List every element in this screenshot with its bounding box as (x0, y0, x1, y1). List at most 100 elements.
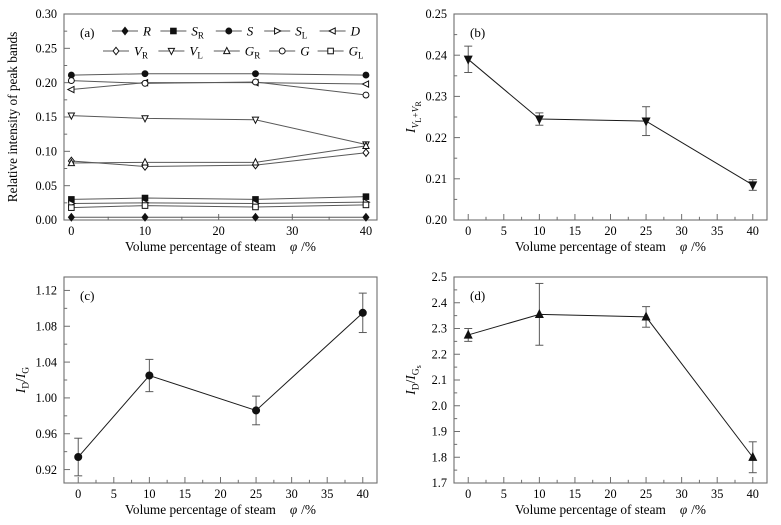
y-tick-label: 1.00 (35, 391, 57, 405)
x-tick-label: 0 (68, 224, 74, 238)
square-marker (141, 202, 149, 209)
y-tick-label: 1.7 (432, 476, 447, 490)
triangle-up-marker (748, 451, 758, 461)
y-tick-label: 1.04 (35, 355, 57, 369)
y-tick-label: 2.2 (432, 347, 447, 361)
triangle-right-marker (274, 27, 282, 35)
triangle-up-marker (641, 311, 651, 321)
panel-letter: (b) (470, 25, 485, 40)
series-G (67, 77, 370, 99)
series-line (468, 313, 754, 458)
diamond-marker (121, 26, 129, 36)
x-tick-label: 20 (214, 487, 226, 501)
x-tick-label: 25 (250, 487, 262, 501)
x-tick-label: 10 (139, 224, 151, 238)
y-tick-label: 0.25 (425, 7, 447, 21)
y-tick-label: 0.25 (35, 42, 57, 56)
panel-d-chart: 0 5 10 15 20 25 30 35 40 1.7 1.8 1.9 2.0 2.1 2.2 2.3 2.4… (403, 270, 768, 517)
axes-frame (453, 276, 768, 484)
panel-b-chart: 0 5 10 15 20 25 30 35 40 0.20 0.21 0.22 0.23 0.24 0.25… (403, 7, 768, 254)
y-tick-label: 0.05 (35, 179, 57, 193)
y-axis-label: ID/IGs (403, 365, 423, 395)
series-line (71, 201, 366, 205)
series-line (71, 204, 366, 209)
series-line (467, 58, 754, 186)
diamond-marker (141, 212, 149, 222)
circle-marker (362, 91, 370, 99)
series-line (77, 312, 364, 458)
x-tick-label: 20 (604, 487, 616, 501)
svg-text:IVL+VR: IVL+VR (403, 101, 423, 134)
circle-marker (362, 71, 370, 79)
panel-letter: (c) (80, 288, 94, 303)
y-tick-label: 0.21 (425, 172, 447, 186)
x-tick-label: 20 (213, 224, 225, 238)
diamond-marker (67, 212, 75, 222)
x-tick-label: 10 (533, 224, 545, 238)
y-tick-label: 0.23 (425, 90, 447, 104)
triangle-left-marker (66, 85, 75, 94)
x-tick-label: 10 (143, 487, 155, 501)
triangle-up-marker (222, 46, 231, 55)
square-marker (68, 204, 75, 211)
legend-item-G: G (269, 43, 310, 58)
panel-letter: (a) (80, 25, 94, 40)
series-line (71, 73, 366, 76)
y-tick-label: 0.30 (35, 7, 57, 21)
y-tick-label: 0.24 (425, 48, 447, 62)
legend-item-D: D (319, 23, 361, 38)
triangle-down-marker (167, 47, 176, 56)
x-tick-label: 15 (569, 487, 581, 501)
triangle-down-marker (463, 55, 473, 65)
x-axis-label: Volume percentage of steam φ/% (515, 239, 706, 254)
y-tick-label: 0.92 (35, 463, 57, 477)
svg-text:ID/IGs: ID/IGs (403, 365, 423, 395)
x-tick-label: 30 (286, 224, 298, 238)
triangle-down-marker (67, 112, 76, 121)
square-marker (170, 27, 177, 35)
x-axis-label: Volume percentage of steam φ/% (515, 502, 706, 517)
y-tick-label: 0.22 (425, 131, 447, 145)
legend-label: VR (134, 43, 148, 60)
x-tick-label: 5 (501, 224, 507, 238)
diamond-marker (362, 148, 370, 158)
legend-item-SL: SL (264, 23, 307, 40)
y-axis-label: Relative intensity of peak bands (5, 32, 20, 203)
square-marker (327, 47, 334, 55)
series-S (67, 70, 370, 79)
y-tick-label: 0.20 (425, 213, 447, 227)
x-tick-label: 30 (285, 487, 297, 501)
triangle-down-marker (534, 115, 544, 125)
legend-item-VR: VR (103, 43, 148, 60)
legend-item-GL: GL (317, 43, 363, 60)
x-axis-label: Volume percentage of steam φ/% (125, 502, 316, 517)
y-axis-label: ID/IG (13, 367, 32, 394)
x-tick-label: 15 (569, 224, 581, 238)
y-tick-label: 2.3 (432, 322, 447, 336)
legend-label: D (350, 23, 361, 38)
diamond-marker (112, 46, 120, 56)
circle-marker (141, 70, 149, 78)
x-tick-label: 40 (360, 224, 372, 238)
axes-frame (453, 13, 768, 221)
panel-letter: (d) (470, 288, 485, 303)
axes-frame (63, 276, 378, 484)
y-tick-label: 0.00 (35, 213, 57, 227)
triangle-up-marker (534, 308, 544, 318)
legend-item-VL: VL (158, 43, 203, 60)
series-line (71, 196, 366, 200)
series-ID/IG (74, 292, 367, 477)
x-tick-label: 40 (747, 487, 759, 501)
legend-label: S (247, 23, 254, 38)
square-marker (362, 193, 370, 200)
series-line (71, 82, 366, 91)
x-tick-label: 0 (75, 487, 81, 501)
x-tick-label: 25 (640, 487, 652, 501)
series-ID/IGs (463, 282, 758, 474)
circle-marker (67, 77, 75, 85)
x-tick-label: 40 (357, 487, 369, 501)
series-VL (67, 112, 370, 150)
triangle-down-marker (141, 115, 149, 124)
x-tick-label: 5 (111, 487, 117, 501)
